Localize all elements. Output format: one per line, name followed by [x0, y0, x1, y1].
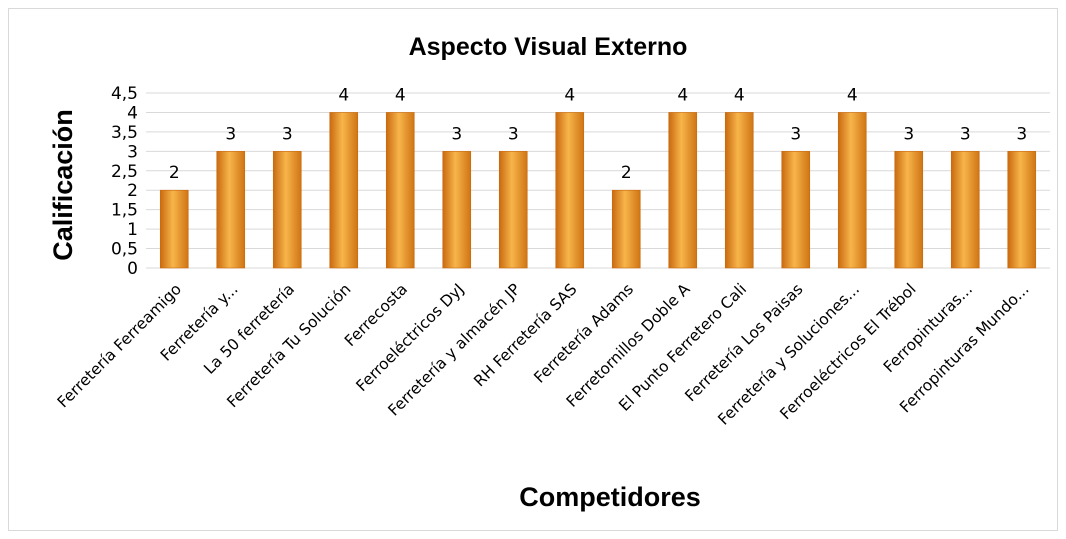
data-label: 2	[621, 163, 632, 183]
bar	[894, 151, 924, 269]
bar	[385, 112, 415, 269]
data-label: 4	[677, 85, 688, 105]
y-tick-label: 2,5	[111, 162, 138, 182]
y-tick-label: 4,5	[111, 84, 138, 104]
data-label: 3	[282, 124, 293, 144]
chart-title: Aspecto Visual Externo	[409, 33, 688, 61]
x-axis-title: Competidores	[519, 482, 701, 512]
y-axis-ticks: 00,511,522,533,544,5	[111, 84, 138, 279]
data-label: 3	[903, 124, 914, 144]
bars	[159, 112, 1037, 269]
bar	[329, 112, 359, 269]
data-label: 4	[734, 85, 745, 105]
data-label: 4	[564, 85, 575, 105]
y-tick-label: 1,5	[111, 201, 138, 221]
bar	[442, 151, 472, 269]
bar	[498, 151, 528, 269]
data-label: 3	[790, 124, 801, 144]
y-tick-label: 2	[127, 181, 138, 201]
x-tick-label: Ferroeléctricos DyJ	[353, 280, 468, 395]
y-tick-label: 3,5	[111, 123, 138, 143]
bar	[272, 151, 302, 269]
y-tick-label: 4	[127, 103, 138, 123]
y-axis-title: Calificación	[48, 109, 78, 261]
bar	[611, 189, 641, 269]
data-label: 4	[847, 85, 858, 105]
bar	[555, 112, 585, 269]
y-tick-label: 3	[127, 142, 138, 162]
data-label: 4	[395, 85, 406, 105]
y-tick-label: 0,5	[111, 240, 138, 260]
data-labels: 2 3 3 4 4 3 3 4 2 4 4 3 4 3 3 3	[169, 85, 1027, 183]
bar	[724, 112, 754, 269]
data-label: 3	[960, 124, 971, 144]
data-label: 2	[169, 163, 180, 183]
x-tick-label: RH Ferretería SAS	[470, 280, 580, 390]
bar	[950, 151, 980, 269]
bar	[1007, 151, 1037, 269]
bar	[668, 112, 698, 269]
chart-container	[8, 8, 1058, 531]
data-label: 3	[225, 124, 236, 144]
y-tick-label: 1	[127, 220, 138, 240]
data-label: 3	[508, 124, 519, 144]
x-tick-label: Ferretería Adams	[530, 280, 637, 387]
bar	[781, 151, 811, 269]
bar	[159, 189, 189, 269]
bar	[216, 151, 246, 269]
data-label: 4	[338, 85, 349, 105]
y-tick-label: 0	[127, 259, 138, 279]
data-label: 3	[451, 124, 462, 144]
bar	[837, 112, 867, 269]
data-label: 3	[1016, 124, 1027, 144]
